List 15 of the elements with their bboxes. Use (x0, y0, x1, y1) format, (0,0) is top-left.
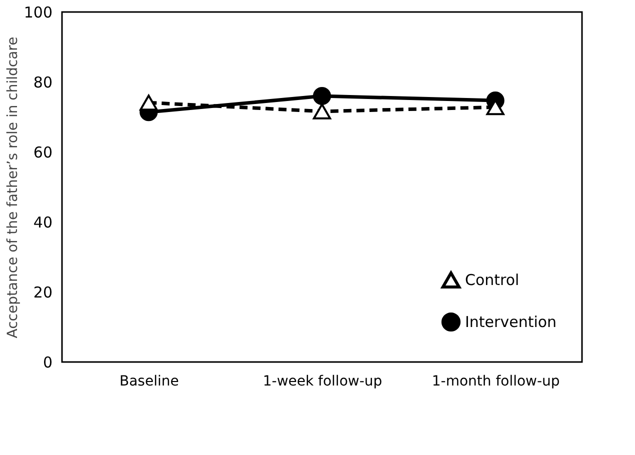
y-tick-label: 100 (24, 4, 52, 22)
y-tick-label: 60 (33, 144, 52, 162)
point (312, 86, 332, 106)
y-tick-label: 0 (42, 354, 52, 372)
y-tick-label: 80 (33, 74, 52, 92)
x-tick-label: 1-week follow-up (262, 374, 382, 390)
y-tick-label: 20 (33, 284, 52, 302)
point (312, 103, 332, 120)
point (140, 94, 158, 111)
y-axis-title: Acceptance of the father’s role in childcare (4, 36, 21, 338)
x-tick-label: 1-month follow-up (432, 374, 560, 390)
x-tick-label: Baseline (119, 374, 179, 390)
legend-label: Intervention (465, 313, 557, 331)
legend-label: Control (465, 271, 520, 289)
y-tick-label: 40 (33, 214, 52, 232)
